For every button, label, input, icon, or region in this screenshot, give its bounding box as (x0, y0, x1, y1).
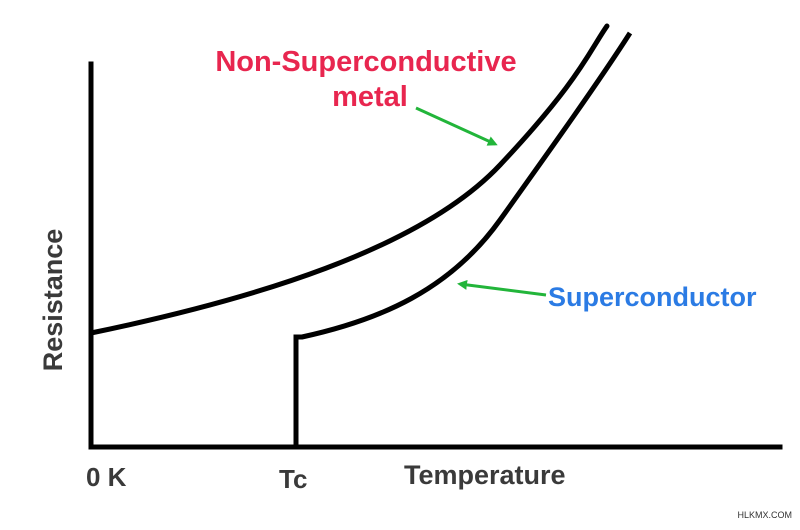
x-axis-label: Temperature (404, 460, 566, 490)
series-line-superconductor (293, 31, 633, 446)
series-label-superconductor: Superconductor (548, 282, 757, 312)
series-label-non-superconductive-metal: Non-Superconductive metal (215, 46, 524, 113)
annotation-arrow-superconductor (457, 279, 547, 297)
x-tick-label-tc: Tc (279, 464, 307, 494)
series-line-non-superconductive-metal (88, 23, 610, 336)
watermark: HLKMX.COM (737, 510, 792, 520)
annotation-arrow-metal (415, 106, 498, 146)
y-axis-label: Resistance (38, 229, 68, 372)
x-tick-label-0k: 0 K (86, 462, 127, 492)
